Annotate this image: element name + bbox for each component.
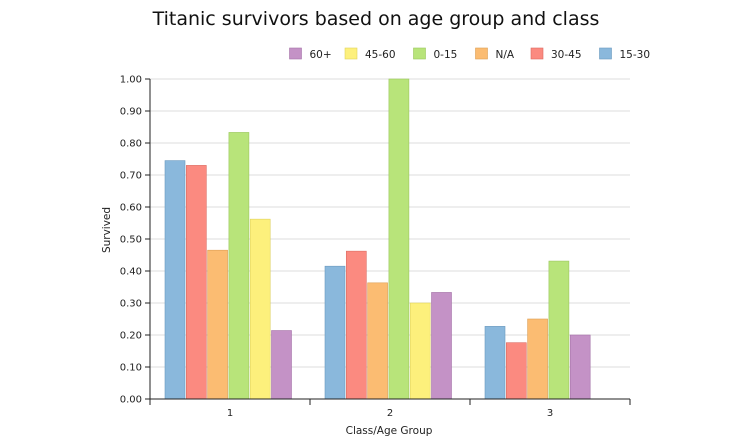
bar-1-45-60 xyxy=(249,218,271,400)
bars xyxy=(164,78,591,400)
y-tick-label: 0.50 xyxy=(120,235,142,246)
chart-title: Titanic survivors based on age group and… xyxy=(152,8,600,30)
y-tick-label: 0.40 xyxy=(120,267,142,278)
bar-1-30-45 xyxy=(186,165,207,400)
y-tick-label: 0.10 xyxy=(120,363,142,374)
y-tick-label: 0.70 xyxy=(120,171,142,182)
legend-label: 15-30 xyxy=(620,49,651,61)
y-tick-label: 0.60 xyxy=(120,203,142,214)
y-tick-label: 1.00 xyxy=(120,75,142,86)
legend-label: 30-45 xyxy=(551,49,582,61)
bar-1-NA xyxy=(207,249,228,400)
x-axis-label: Class/Age Group xyxy=(346,425,433,437)
x-tick-label: 2 xyxy=(387,408,393,419)
y-axis-label: Survived xyxy=(101,207,113,253)
legend-swatch xyxy=(475,47,488,60)
y-tick-label: 0.90 xyxy=(120,107,142,118)
x-tick-label: 3 xyxy=(547,408,553,419)
legend-label: 0-15 xyxy=(434,49,458,61)
axes: 0.00 0.10 0.20 0.30 0.40 0.50 0.60 0.70 0.80 0.90… xyxy=(120,75,631,419)
bar-2-30-45 xyxy=(345,250,367,400)
legend-label: 60+ xyxy=(310,49,332,61)
bar-2-15-30 xyxy=(324,265,346,400)
bar-2-0-15 xyxy=(388,78,410,400)
y-tick-label: 0.20 xyxy=(120,331,142,342)
bar-3-60plus xyxy=(569,334,591,400)
bar-3-NA xyxy=(527,318,548,400)
legend-swatch xyxy=(599,47,612,60)
bar-2-NA xyxy=(367,282,388,400)
y-tick-label: 0.30 xyxy=(120,299,142,310)
legend-item[interactable]: 15-30 xyxy=(599,47,651,61)
legend-label: N/A xyxy=(496,49,515,61)
bar-3-15-30 xyxy=(484,326,506,400)
legend-swatch xyxy=(530,47,544,60)
bar-3-30-45 xyxy=(505,342,527,400)
legend-item[interactable]: 60+ xyxy=(289,47,332,61)
y-tick-label: 0.80 xyxy=(120,139,142,150)
legend-item[interactable]: 0-15 xyxy=(413,47,458,61)
legend-item[interactable]: N/A xyxy=(475,47,515,61)
legend-item[interactable]: 45-60 xyxy=(344,47,396,61)
legend-label: 45-60 xyxy=(365,49,396,61)
legend: 60+ 45-60 0-15 N/A 30-45 15-30 xyxy=(289,47,651,61)
legend-item[interactable]: 30-45 xyxy=(530,47,582,61)
legend-swatch xyxy=(413,47,426,60)
legend-swatch xyxy=(344,47,358,60)
bar-2-45-60 xyxy=(409,302,431,400)
bar-1-0-15 xyxy=(228,132,250,400)
bar-2-60plus xyxy=(431,292,452,400)
bar-1-15-30 xyxy=(164,160,186,400)
x-tick-label: 1 xyxy=(227,408,233,419)
bar-1-60plus xyxy=(271,330,292,400)
bar-3-0-15 xyxy=(548,260,570,400)
legend-swatch xyxy=(289,47,302,60)
y-tick-label: 0.00 xyxy=(120,395,142,406)
